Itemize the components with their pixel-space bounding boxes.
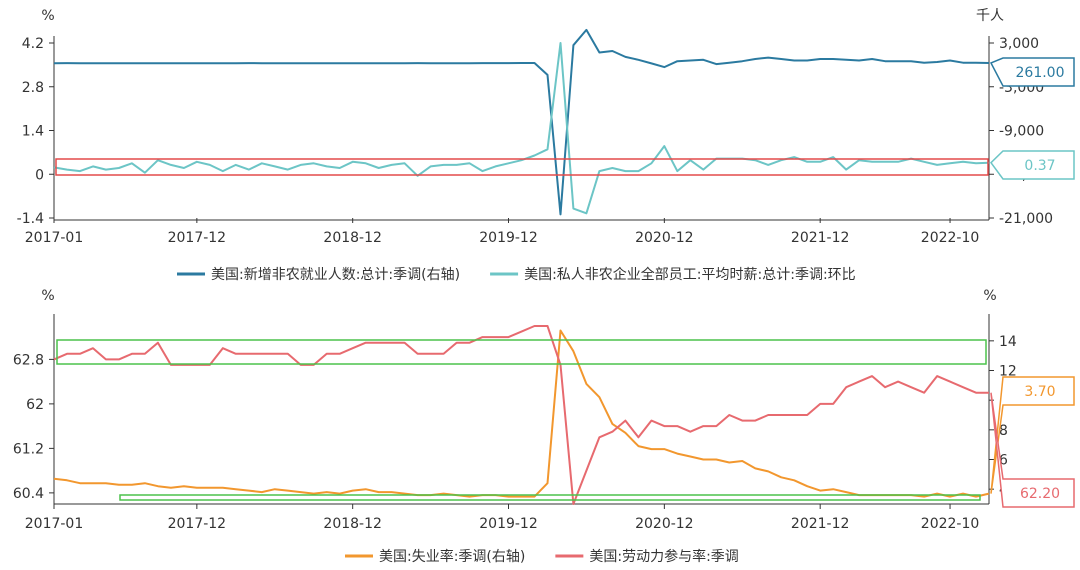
top-left-axis: % 4.2 2.8 1.4 0 -1.4 (17, 8, 55, 227)
end-label-box (990, 150, 1075, 180)
legend-label: 美国:劳动力参与率:季调 (589, 548, 738, 565)
x-axis-tick-label: 2022-10 (921, 230, 980, 246)
left-axis-tick-label: 4.2 (22, 36, 44, 52)
left-axis-tick-label: 61.2 (13, 441, 44, 457)
end-label-wages: 0.37 (990, 150, 1075, 180)
x-axis-tick-label: 2019-12 (479, 230, 538, 246)
end-label-box (989, 57, 1075, 87)
x-axis-tick-label: 2018-12 (323, 516, 382, 532)
x-axis-tick-label: 2020-12 (635, 516, 694, 532)
legend-item-participation: 美国:劳动力参与率:季调 (555, 548, 739, 565)
left-axis-tick-label: -1.4 (17, 211, 44, 227)
right-axis-tick-label: 3,000 (999, 36, 1039, 52)
bottom-right-unit: % (983, 288, 996, 304)
bottom-left-axis: % 62.8 62 61.2 60.4 (13, 288, 55, 504)
left-axis-tick-label: 62.8 (13, 352, 44, 368)
end-label-text: 3.70 (1024, 384, 1055, 400)
right-axis-tick-label: 8 (999, 423, 1008, 439)
x-axis-tick-label: 2017-12 (168, 516, 227, 532)
legend-item-unemployment: 美国:失业率:季调(右轴) (345, 548, 525, 565)
bottom-green-highlight-bar (119, 494, 981, 501)
top-left-unit: % (41, 8, 54, 24)
x-axis-tick-label: 2017-01 (25, 516, 84, 532)
left-axis-tick-label: 1.4 (22, 124, 44, 140)
bottom-left-unit: % (41, 288, 54, 304)
series-line-payrolls (53, 28, 990, 216)
right-axis-tick-label: -21,000 (999, 211, 1053, 227)
right-axis-tick-label: -9,000 (999, 124, 1044, 140)
end-label-box (990, 376, 1075, 494)
bottom-green-highlight-box (56, 339, 987, 365)
left-axis-tick-label: 62 (26, 397, 44, 413)
end-label-text: 62.20 (1020, 486, 1060, 502)
x-axis-tick-label: 2018-12 (323, 230, 382, 246)
top-right-unit: 千人 (976, 8, 1004, 24)
left-axis-tick-label: 60.4 (13, 486, 44, 502)
end-label-text: 261.00 (1016, 65, 1065, 81)
x-axis-tick-label: 2017-01 (25, 230, 84, 246)
top-red-highlight-box (55, 158, 989, 176)
bottom-x-axis: 2017-01 2017-12 2018-12 2019-12 2020-12 2021-… (25, 503, 989, 532)
legend-label: 美国:失业率:季调(右轴) (379, 548, 525, 565)
end-label-participation: 62.20 (990, 392, 1075, 508)
end-label-box (990, 392, 1075, 508)
x-axis-tick-label: 2017-12 (168, 230, 227, 246)
right-axis-tick-label: 6 (999, 453, 1008, 469)
x-axis-tick-label: 2022-10 (921, 516, 980, 532)
x-axis-tick-label: 2020-12 (635, 230, 694, 246)
series-line-wages (53, 42, 990, 215)
legend-label: 美国:新增非农就业人数:总计:季调(右轴) (211, 267, 460, 283)
legend-item-payrolls: 美国:新增非农就业人数:总计:季调(右轴) (177, 267, 460, 283)
top-x-axis: 2017-01 2017-12 2018-12 2019-12 2020-12 2021-… (25, 218, 989, 246)
series-line-unemployment (53, 329, 990, 498)
end-label-unemployment: 3.70 (990, 376, 1075, 494)
x-axis-tick-label: 2021-12 (791, 230, 850, 246)
end-label-payrolls: 261.00 (989, 57, 1075, 87)
legend-label: 美国:私人非农企业全部员工:平均时薪:总计:季调:环比 (524, 266, 856, 283)
top-chart: % 4.22.81.40-1.4 千人 3,000-3,000-9,000-15… (17, 8, 1075, 283)
x-axis-tick-label: 2021-12 (791, 516, 850, 532)
end-label-text: 0.37 (1024, 158, 1055, 174)
left-axis-tick-label: 2.8 (22, 80, 44, 96)
right-axis-tick-label: 14 (999, 334, 1017, 350)
x-axis-tick-label: 2019-12 (479, 516, 538, 532)
left-axis-tick-label: 0 (35, 167, 44, 183)
legend-item-wages: 美国:私人非农企业全部员工:平均时薪:总计:季调:环比 (490, 266, 856, 283)
right-axis-tick-label: 12 (999, 364, 1017, 380)
series-line-participation (53, 325, 989, 505)
top-right-axis: 千人 3,000-3,000-9,000-15,000-21,000 (976, 8, 1053, 227)
